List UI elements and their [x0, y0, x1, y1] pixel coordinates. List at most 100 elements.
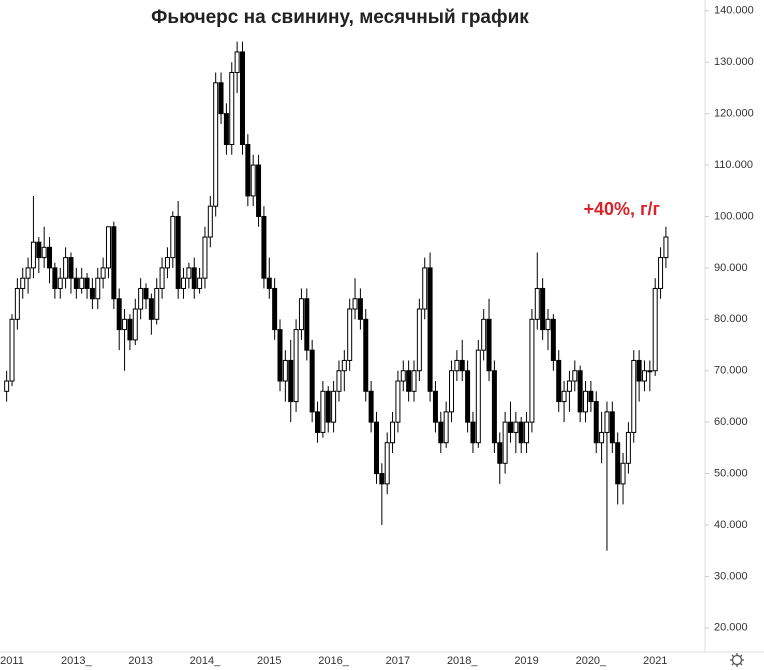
candle-body: [432, 390, 438, 423]
candle-body: [68, 257, 74, 279]
candle-body: [577, 370, 583, 413]
y-tick-label: 130.000: [714, 56, 754, 68]
candle-body: [615, 442, 621, 485]
chart-title: Фьючерс на свинину, месячный график: [151, 7, 529, 28]
candle-body: [127, 318, 133, 341]
x-tick-label: 2020_: [576, 655, 607, 667]
candle-body: [111, 226, 117, 300]
y-tick-label: 70.000: [714, 365, 748, 377]
candle-body: [518, 421, 524, 444]
candle-body: [9, 318, 15, 382]
y-tick-label: 20.000: [714, 622, 748, 634]
candle-body: [588, 390, 594, 403]
candle-body: [304, 298, 310, 351]
candle-body: [84, 277, 90, 289]
candle-body: [175, 215, 181, 289]
candle-body: [47, 246, 53, 269]
candle-body: [164, 257, 170, 269]
candle-body: [384, 442, 390, 485]
y-tick-label: 30.000: [714, 570, 748, 582]
candle-body: [395, 380, 401, 423]
x-tick-label: 2015: [257, 655, 281, 667]
candle-body: [181, 277, 187, 289]
candle-body: [57, 277, 63, 289]
candle-body: [561, 390, 567, 403]
candle-body: [443, 411, 449, 444]
candle-body: [191, 267, 197, 289]
y-tick-label: 60.000: [714, 416, 748, 428]
y-tick-label: 90.000: [714, 262, 748, 274]
candle-body: [647, 370, 653, 373]
candle-body: [363, 318, 369, 392]
y-tick-label: 100.000: [714, 210, 754, 222]
candle-body: [138, 287, 144, 310]
candle-body: [379, 473, 385, 485]
candle-body: [583, 390, 589, 413]
candle-body: [604, 411, 610, 433]
candle-body: [507, 421, 513, 433]
x-tick-label: 2013_: [61, 655, 92, 667]
candle-body: [438, 421, 444, 444]
y-tick-label: 140.000: [714, 5, 754, 17]
candle-body: [475, 349, 481, 444]
candle-body: [347, 308, 353, 361]
candle-body: [223, 113, 229, 145]
x-tick-label: 2019: [514, 655, 538, 667]
candle-body: [620, 462, 626, 485]
candle-body: [266, 277, 272, 289]
candle-body: [207, 205, 213, 238]
candle-body: [556, 359, 562, 403]
candle-body: [202, 236, 208, 279]
settings-icon[interactable]: [730, 653, 744, 667]
candle-body: [652, 287, 658, 372]
candle-body: [491, 370, 497, 444]
candle-body: [73, 277, 79, 289]
candle-body: [341, 359, 347, 372]
candle-body: [566, 380, 572, 392]
candle-body: [79, 277, 85, 289]
candle-body: [416, 308, 422, 372]
candle-body: [4, 380, 10, 392]
candle-body: [218, 82, 224, 115]
candle-body: [373, 421, 379, 475]
candle-body: [641, 370, 647, 382]
candle-body: [481, 318, 487, 351]
candle-body: [148, 298, 154, 320]
candle-body: [245, 143, 251, 197]
candle-body: [122, 318, 128, 331]
candle-body: [293, 329, 299, 403]
candle-body: [513, 421, 519, 433]
candle-body: [572, 370, 578, 382]
candle-body: [390, 421, 396, 444]
candle-body: [368, 390, 374, 423]
y-tick-label: 120.000: [714, 108, 754, 120]
candle-body: [256, 164, 262, 217]
candle-body: [186, 267, 192, 279]
candle-body: [502, 421, 508, 464]
candle-body: [406, 370, 412, 392]
candle-body: [25, 267, 31, 279]
candle-body: [331, 390, 337, 423]
candle-body: [315, 411, 321, 433]
candle-body: [132, 308, 138, 341]
candle-body: [599, 431, 605, 444]
candle-body: [320, 390, 326, 433]
candle-body: [427, 267, 433, 392]
candle-body: [625, 431, 631, 464]
y-tick-label: 40.000: [714, 519, 748, 531]
candle-body: [100, 267, 106, 279]
candle-body: [14, 287, 20, 320]
x-tick-label: 2017: [386, 655, 410, 667]
candle-body: [540, 287, 546, 331]
x-tick-label: 2014_: [190, 655, 221, 667]
candle-body: [454, 359, 460, 372]
y-tick-label: 110.000: [714, 159, 753, 171]
candle-body: [631, 359, 637, 433]
candle-body: [234, 51, 240, 74]
y-tick-label: 50.000: [714, 467, 748, 479]
candle-body: [229, 72, 235, 145]
candle-body: [277, 329, 283, 382]
candle-body: [95, 277, 101, 300]
candle-body: [550, 318, 556, 361]
